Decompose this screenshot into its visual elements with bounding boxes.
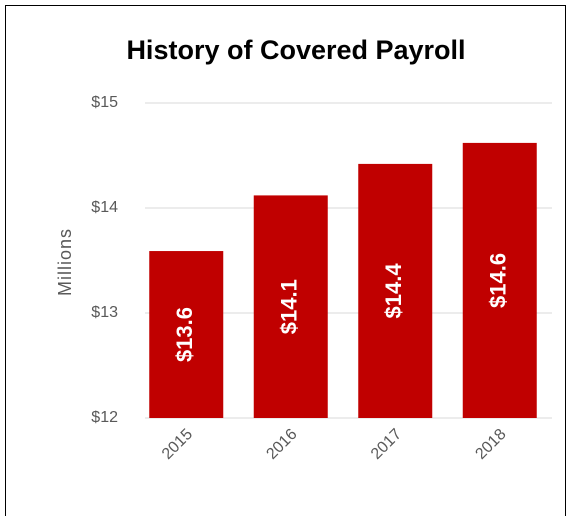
bar [253,195,328,418]
y-tick-label: $14 [91,199,118,216]
value-label: $13.6 [172,307,197,362]
chart-title: History of Covered Payroll [126,35,465,65]
value-label: $14.4 [381,263,406,319]
value-label: $14.6 [486,253,511,308]
y-tick-label: $15 [91,94,118,111]
value-label: $14.1 [277,279,302,334]
bar [358,163,433,418]
bar [462,142,537,418]
y-tick-label: $13 [91,304,118,321]
y-axis-label: Millions [55,228,75,296]
bar [149,251,224,418]
y-tick-label: $12 [91,409,118,426]
